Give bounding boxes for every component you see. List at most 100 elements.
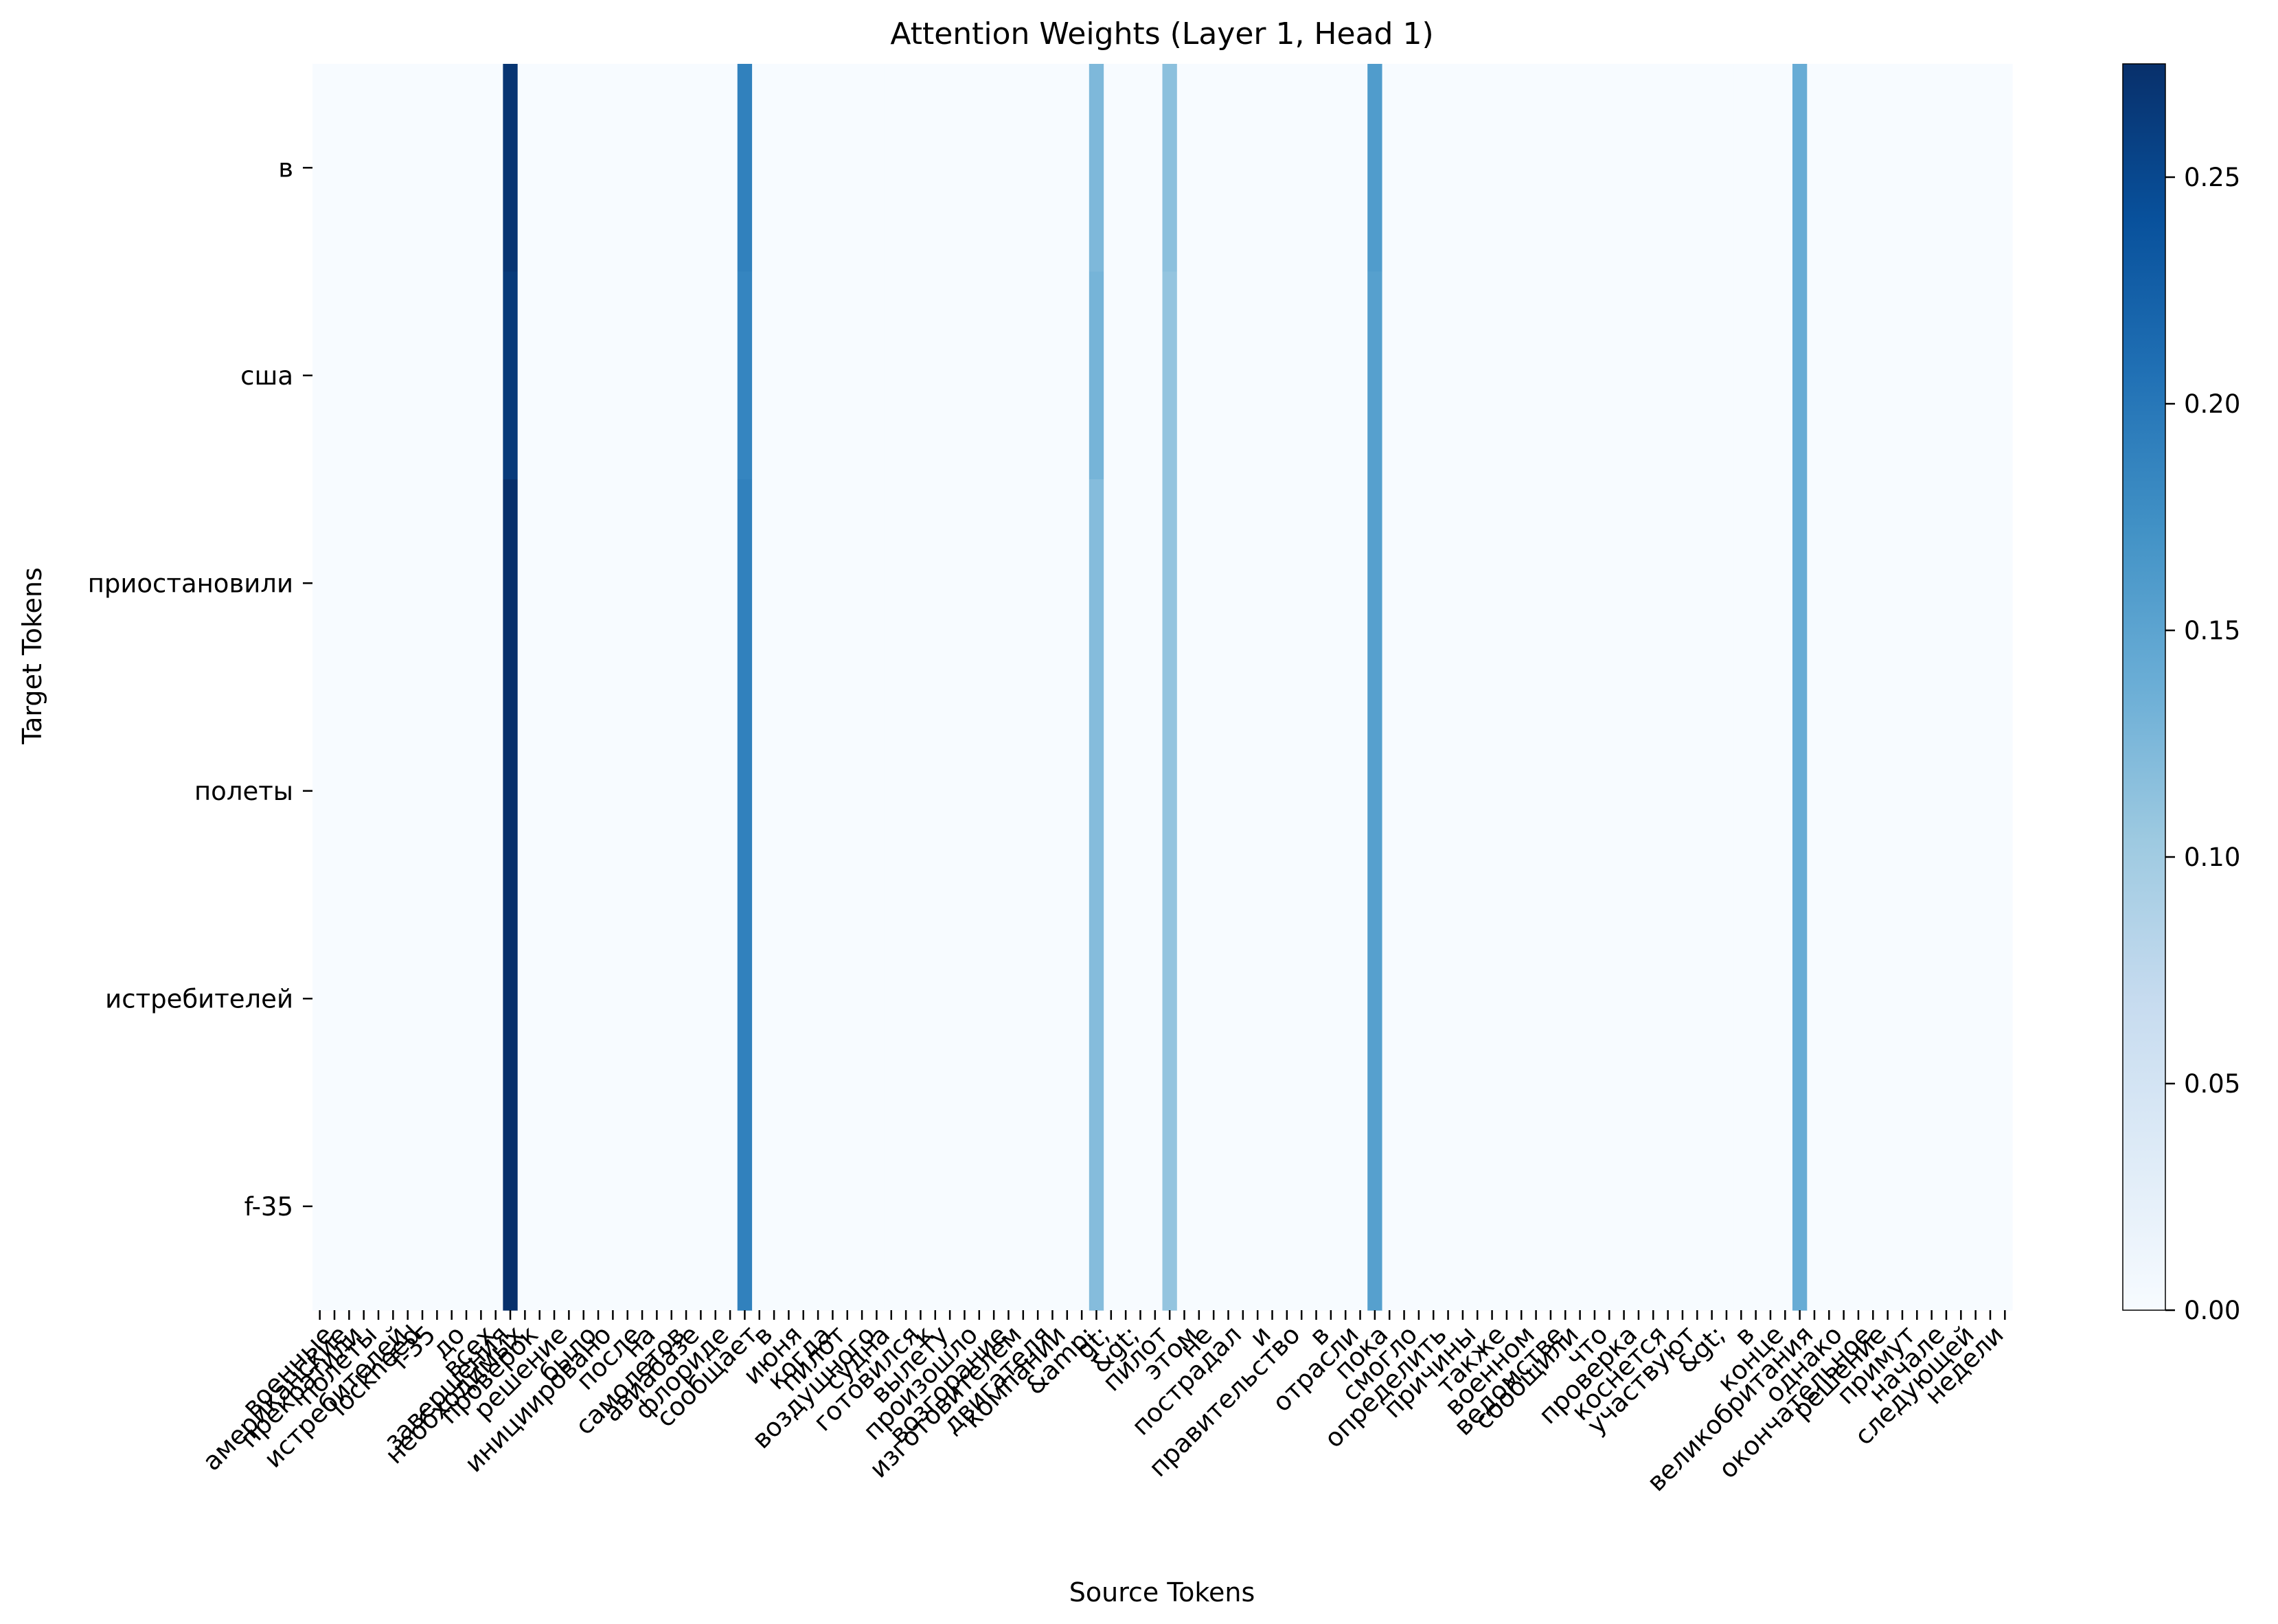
heatmap-cell xyxy=(1264,479,1280,688)
heatmap-cell xyxy=(1162,895,1178,1103)
heatmap-cell xyxy=(517,479,533,688)
heatmap-cell xyxy=(1983,64,1998,273)
heatmap-cell xyxy=(752,479,768,688)
heatmap-cell xyxy=(1250,1102,1266,1311)
colorbar: 0.00 0.05 0.10 0.15 0.20 0.25 xyxy=(2122,63,2240,1325)
heatmap-cell xyxy=(1733,687,1749,895)
heatmap-cell xyxy=(1308,64,1324,273)
heatmap-cell xyxy=(341,687,357,895)
heatmap-cell xyxy=(1235,64,1251,273)
heatmap-cell xyxy=(1543,687,1559,895)
heatmap-cell xyxy=(1807,1102,1823,1311)
heatmap-cell xyxy=(576,895,591,1103)
heatmap-cell xyxy=(1016,64,1032,273)
heatmap-cell xyxy=(722,64,738,273)
heatmap-cell xyxy=(898,479,914,688)
heatmap-cell xyxy=(737,895,753,1103)
heatmap-cell xyxy=(1631,1102,1647,1311)
heatmap-cell xyxy=(1645,479,1661,688)
heatmap-cell xyxy=(1089,64,1104,273)
colorbar-frame xyxy=(2122,63,2166,1311)
heatmap-cell xyxy=(517,64,533,273)
heatmap-cell xyxy=(679,271,694,480)
heatmap-cell xyxy=(1602,479,1617,688)
heatmap-cell xyxy=(1733,479,1749,688)
heatmap-cell xyxy=(1192,687,1207,895)
heatmap-cell xyxy=(825,271,841,480)
heatmap-cell xyxy=(1455,271,1471,480)
heatmap-cell xyxy=(1118,895,1134,1103)
heatmap-cell xyxy=(1880,1102,1895,1311)
y-axis-label: Target Tokens xyxy=(17,567,47,745)
heatmap-cell xyxy=(1440,1102,1456,1311)
heatmap-cell xyxy=(1250,271,1266,480)
heatmap-cell xyxy=(1587,895,1603,1103)
heatmap-cell xyxy=(1587,687,1603,895)
heatmap-cell xyxy=(737,64,753,273)
heatmap-cell xyxy=(1367,479,1383,688)
heatmap-cell xyxy=(1001,687,1016,895)
heatmap-cell xyxy=(1851,1102,1867,1311)
heatmap-cell xyxy=(1675,1102,1691,1311)
heatmap-cell xyxy=(532,1102,547,1311)
heatmap-cell xyxy=(312,271,328,480)
heatmap-cell xyxy=(1132,479,1148,688)
heatmap-cell xyxy=(1045,687,1060,895)
heatmap-cell xyxy=(1104,64,1119,273)
heatmap-cell xyxy=(1382,271,1398,480)
heatmap-cell xyxy=(649,1102,665,1311)
heatmap-cell xyxy=(796,1102,812,1311)
heatmap-cell xyxy=(1030,271,1046,480)
heatmap-cell xyxy=(1294,479,1310,688)
heatmap-cell xyxy=(1411,64,1427,273)
heatmap-cell xyxy=(1895,479,1911,688)
heatmap-cell xyxy=(371,271,387,480)
heatmap-cell xyxy=(1660,271,1676,480)
heatmap-cell xyxy=(1997,64,2013,273)
heatmap-cell xyxy=(1176,895,1192,1103)
heatmap-cell xyxy=(913,687,929,895)
heatmap-cell xyxy=(1719,64,1735,273)
heatmap-cell xyxy=(972,479,988,688)
heatmap-cell xyxy=(693,479,709,688)
heatmap-cell xyxy=(1499,895,1515,1103)
heatmap-cell xyxy=(928,895,944,1103)
heatmap-cell xyxy=(1235,687,1251,895)
heatmap-cell xyxy=(1528,687,1544,895)
heatmap-cell xyxy=(415,271,431,480)
heatmap-cell xyxy=(1279,479,1295,688)
heatmap-cell xyxy=(1807,271,1823,480)
heatmap-cell xyxy=(1777,1102,1793,1311)
heatmap-cell xyxy=(766,687,782,895)
heatmap-cell xyxy=(1733,271,1749,480)
heatmap-cell xyxy=(503,64,519,273)
heatmap-cell xyxy=(327,64,343,273)
heatmap-cell xyxy=(810,479,826,688)
heatmap-cell xyxy=(1176,1102,1192,1311)
heatmap-cell xyxy=(488,895,503,1103)
heatmap-cell xyxy=(1264,687,1280,895)
heatmap-cell xyxy=(1470,687,1485,895)
heatmap-cell xyxy=(679,64,694,273)
heatmap-cell xyxy=(1352,895,1368,1103)
heatmap-cell xyxy=(1748,271,1764,480)
heatmap-cell xyxy=(1235,271,1251,480)
heatmap-cell xyxy=(986,271,1002,480)
heatmap-cell xyxy=(312,1102,328,1311)
heatmap-cell xyxy=(796,271,812,480)
heatmap-cell xyxy=(1660,895,1676,1103)
heatmap-cell xyxy=(869,479,885,688)
heatmap-cell xyxy=(942,64,958,273)
heatmap-cell xyxy=(898,271,914,480)
heatmap-cell xyxy=(1162,1102,1178,1311)
heatmap-cell xyxy=(986,1102,1002,1311)
heatmap-cell xyxy=(928,687,944,895)
heatmap-cell xyxy=(840,895,856,1103)
heatmap-cell xyxy=(1719,1102,1735,1311)
heatmap-cell xyxy=(1865,271,1881,480)
heatmap-cell xyxy=(737,1102,753,1311)
heatmap-cell xyxy=(429,271,445,480)
heatmap-cell xyxy=(1118,64,1134,273)
heatmap-cell xyxy=(488,1102,503,1311)
heatmap-cell xyxy=(1528,64,1544,273)
